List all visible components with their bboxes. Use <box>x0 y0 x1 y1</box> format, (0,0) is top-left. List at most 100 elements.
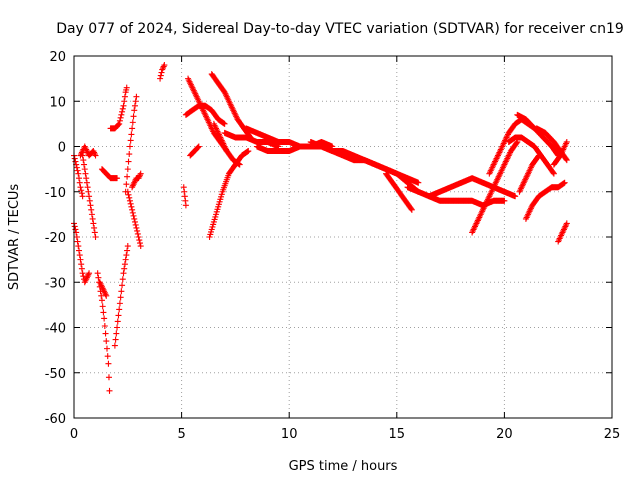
data-point <box>115 312 122 319</box>
data-point <box>83 179 90 186</box>
data-point <box>128 203 135 210</box>
data-point <box>99 303 106 310</box>
data-point <box>408 205 415 212</box>
data-point <box>133 93 140 100</box>
data-point <box>88 206 95 213</box>
series-arc-09 <box>111 243 131 349</box>
x-tick-label: 15 <box>389 427 406 442</box>
data-point <box>563 138 570 145</box>
data-point <box>550 170 557 177</box>
data-point <box>73 234 80 240</box>
data-point <box>120 270 127 277</box>
y-tick-label: 0 <box>58 141 66 156</box>
data-point <box>71 223 78 230</box>
series-arc-29 <box>469 138 521 236</box>
data-point <box>114 318 121 325</box>
series-arc-37 <box>555 220 570 245</box>
data-point <box>103 338 110 345</box>
data-point <box>123 181 130 188</box>
data-point <box>131 102 138 109</box>
data-point <box>512 193 519 200</box>
data-point <box>72 158 79 165</box>
series-arc-21 <box>221 129 282 150</box>
data-point <box>87 202 94 209</box>
data-point <box>112 336 119 343</box>
x-tick-label: 10 <box>281 427 298 442</box>
series-arc-02 <box>71 220 93 286</box>
series-arc-06 <box>96 279 110 299</box>
data-point <box>236 161 243 168</box>
data-point <box>131 215 138 222</box>
series-arc-36 <box>550 138 570 168</box>
data-point <box>135 234 142 240</box>
data-point <box>86 270 93 277</box>
series-arc-23 <box>253 138 336 155</box>
y-tick-label: 10 <box>49 95 66 110</box>
data-point <box>82 170 89 177</box>
series-arc-33 <box>516 152 542 195</box>
data-point <box>157 75 164 82</box>
series-arc-20 <box>210 120 243 168</box>
data-point <box>72 226 79 233</box>
data-point <box>535 152 542 159</box>
y-tick-label: 20 <box>49 50 66 65</box>
data-point <box>105 360 112 367</box>
data-point <box>91 224 98 231</box>
data-point <box>133 224 140 231</box>
data-point <box>563 220 570 227</box>
data-point <box>106 387 113 394</box>
data-series <box>71 62 570 394</box>
series-arc-19 <box>206 148 252 240</box>
data-point <box>78 187 85 194</box>
data-point <box>79 270 86 277</box>
data-point <box>124 243 131 250</box>
data-point <box>415 179 422 186</box>
series-arc-28 <box>426 175 519 200</box>
data-point <box>75 243 82 250</box>
data-point <box>245 148 252 155</box>
data-point <box>117 114 124 121</box>
data-point <box>88 211 95 218</box>
data-point <box>101 322 108 329</box>
data-point <box>113 330 120 337</box>
data-point <box>126 151 133 158</box>
data-point <box>77 256 84 263</box>
data-point <box>98 292 105 299</box>
data-point <box>159 65 166 72</box>
data-point <box>90 220 97 227</box>
x-tick-label: 25 <box>604 427 621 442</box>
data-point <box>127 137 134 144</box>
data-point <box>137 243 144 250</box>
series-arc-16 <box>187 143 202 159</box>
data-point <box>119 108 126 115</box>
data-point <box>116 306 123 313</box>
data-point <box>136 240 143 247</box>
data-point <box>76 247 83 254</box>
data-point <box>74 167 81 174</box>
data-point <box>76 252 83 259</box>
data-point <box>132 221 139 228</box>
data-point <box>550 169 557 176</box>
data-point <box>160 63 167 70</box>
data-point <box>75 170 82 177</box>
x-tick-label: 5 <box>177 427 185 442</box>
y-tick-label: -60 <box>45 412 66 427</box>
x-tick-label: 20 <box>496 427 513 442</box>
data-point <box>561 179 568 186</box>
data-point <box>118 288 125 295</box>
data-point <box>128 131 135 138</box>
series-arc-31 <box>505 134 557 177</box>
data-point <box>119 276 126 283</box>
series-arc-14 <box>180 184 189 209</box>
data-point <box>114 175 121 182</box>
data-point <box>134 227 141 234</box>
data-point <box>117 294 124 301</box>
data-point <box>104 353 111 360</box>
data-point <box>120 102 127 109</box>
data-point <box>161 62 168 69</box>
data-point <box>73 164 80 171</box>
chart-title: Day 077 of 2024, Sidereal Day-to-day VTE… <box>56 21 624 37</box>
data-point <box>83 175 90 182</box>
series-arc-03 <box>77 143 99 159</box>
x-tick-label: 0 <box>70 427 78 442</box>
